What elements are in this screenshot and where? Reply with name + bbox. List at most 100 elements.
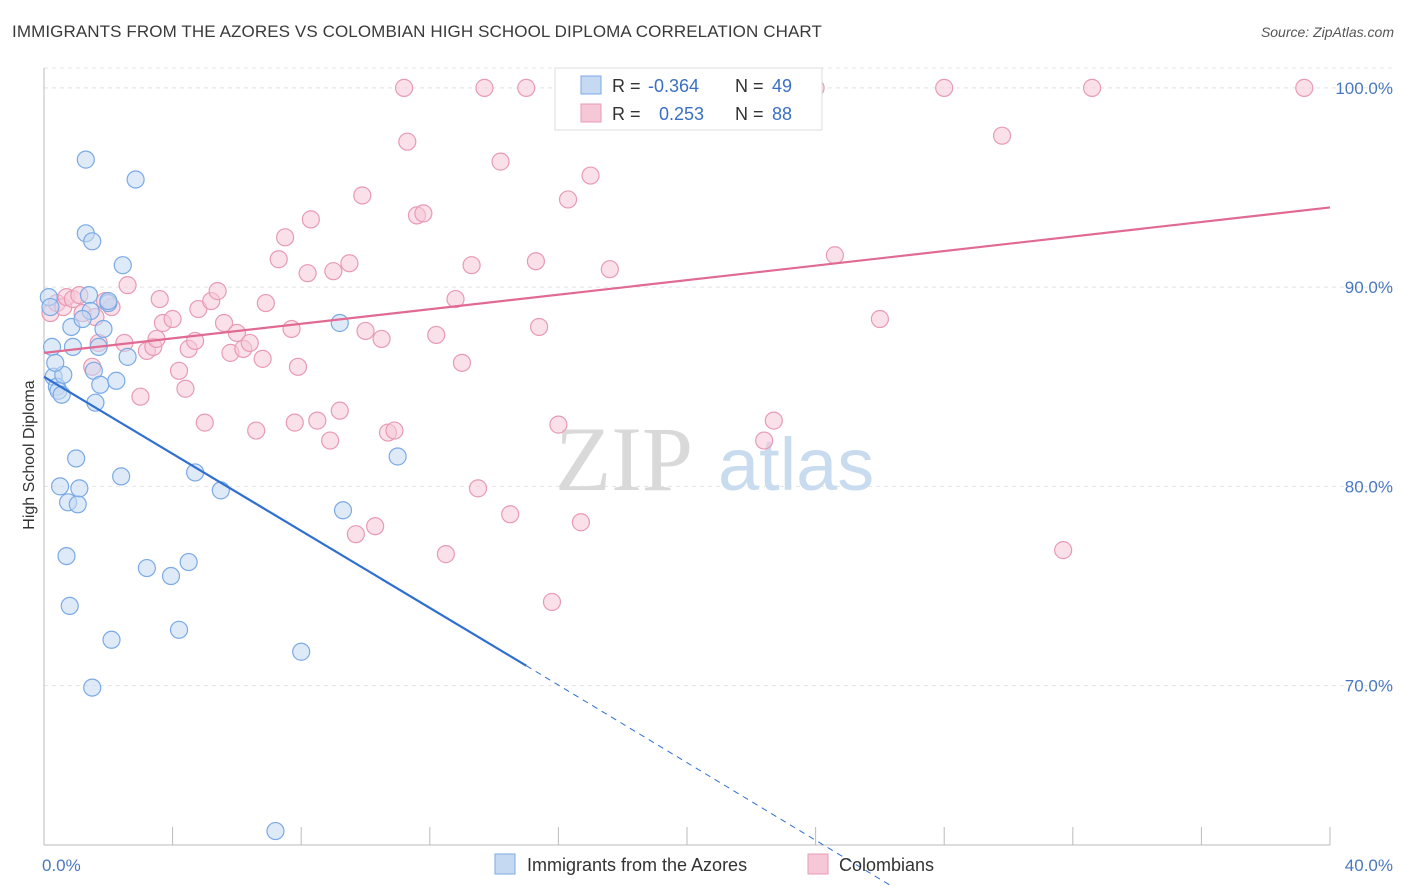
colombians-point (600, 260, 619, 279)
colombians-point (269, 250, 288, 269)
azores-point (41, 297, 60, 317)
azores-point (169, 620, 189, 639)
colombians-point (385, 421, 404, 440)
colombians-point (163, 309, 182, 329)
colombians-trend-line (43, 206, 1331, 354)
colombians-point (276, 228, 295, 247)
colombians-point (195, 413, 214, 432)
colombians-point (208, 282, 227, 301)
azores-point (60, 596, 79, 616)
colombians-point (764, 411, 783, 430)
colombians-point (285, 413, 304, 432)
colombians-point (288, 357, 308, 376)
colombians-point (176, 379, 195, 398)
colombians-point (870, 309, 890, 329)
colombians-point (414, 204, 433, 223)
top-legend: R = -0.364 N = 49 R = 0.253 N = 88 (554, 67, 823, 131)
azores-point (161, 566, 181, 586)
azores-point (79, 285, 99, 305)
colombians-point (491, 152, 510, 171)
colombians-point (340, 254, 359, 273)
watermark-zip: ZIP (555, 408, 693, 510)
colombians-point (150, 289, 169, 309)
colombians-point (256, 293, 275, 313)
azores-point (112, 467, 131, 486)
colombians-point (353, 186, 372, 205)
colombians-point (526, 252, 545, 271)
series-colombians-points (41, 78, 1314, 612)
azores-point (292, 642, 311, 661)
colombians-point (992, 126, 1012, 145)
colombians-point (1295, 78, 1314, 97)
legend-r-value-azores: -0.364 (648, 76, 699, 96)
y-axis-label: High School Diploma (21, 380, 38, 530)
gridlines (44, 67, 1392, 687)
colombians-point (517, 78, 536, 97)
azores-point (333, 501, 353, 520)
azores-point (118, 347, 137, 366)
colombians-point (253, 349, 272, 368)
x-tick-labels: 0.0% 40.0% (42, 856, 1393, 875)
colombians-point (571, 513, 591, 532)
colombians-point (298, 264, 317, 283)
colombians-point (475, 78, 494, 97)
source-label: Source: ZipAtlas.com (1260, 24, 1394, 40)
colombians-point (346, 525, 365, 544)
azores-point (52, 385, 71, 404)
bottom-legend-label-azores: Immigrants from the Azores (527, 855, 747, 875)
bottom-legend: Immigrants from the Azores Colombians (494, 853, 934, 875)
legend-r-label-azores: R = (612, 76, 641, 96)
colombians-point (282, 319, 301, 339)
x-tick-label: 40.0% (1345, 856, 1393, 875)
colombians-point (462, 256, 481, 275)
colombians-point (427, 325, 446, 345)
colombians-point (501, 505, 520, 524)
colombians-point (755, 431, 774, 450)
legend-swatch-azores (580, 75, 602, 95)
azores-point (107, 371, 126, 390)
azores-point (76, 150, 95, 169)
colombians-point (247, 421, 266, 440)
azores-point (70, 479, 89, 498)
azores-point (63, 337, 83, 356)
azores-point (57, 547, 76, 566)
y-tick-label: 80.0% (1345, 477, 1393, 496)
colombians-point (131, 387, 150, 406)
colombians-point (169, 361, 189, 380)
azores-point (102, 630, 121, 649)
y-tick-labels: 70.0% 80.0% 90.0% 100.0% (1335, 79, 1393, 696)
azores-point (83, 232, 102, 251)
azores-point (73, 309, 92, 329)
colombians-point (330, 401, 349, 420)
legend-swatch-colombians (580, 103, 602, 123)
colombians-point (324, 262, 343, 281)
legend-n-value-azores: 49 (772, 76, 792, 96)
legend-n-label-azores: N = (735, 76, 764, 96)
azores-point (68, 495, 87, 514)
azores-trend-line (43, 375, 527, 667)
y-tick-label: 70.0% (1345, 677, 1393, 696)
y-tick-label: 100.0% (1335, 79, 1393, 98)
colombians-point (398, 132, 417, 151)
colombians-point (1054, 541, 1073, 560)
azores-point (94, 319, 113, 339)
x-tick-label: 0.0% (42, 856, 81, 875)
colombians-point (581, 166, 600, 185)
azores-point (50, 477, 70, 496)
watermark-atlas: atlas (718, 423, 874, 506)
azores-point (126, 170, 145, 189)
azores-point (266, 821, 285, 841)
colombians-point (446, 289, 465, 309)
legend-r-value-colombians: 0.253 (659, 104, 704, 124)
colombians-point (240, 333, 259, 353)
colombians-point (356, 321, 375, 341)
axes (43, 68, 1331, 846)
legend-n-label-colombians: N = (735, 104, 764, 124)
colombians-point (542, 592, 562, 612)
azores-point (91, 375, 110, 394)
colombians-point (558, 190, 578, 209)
y-tick-label: 90.0% (1345, 278, 1393, 297)
series-azores-points (39, 150, 407, 841)
azores-point (388, 447, 407, 466)
watermark: ZIP atlas (555, 408, 874, 510)
